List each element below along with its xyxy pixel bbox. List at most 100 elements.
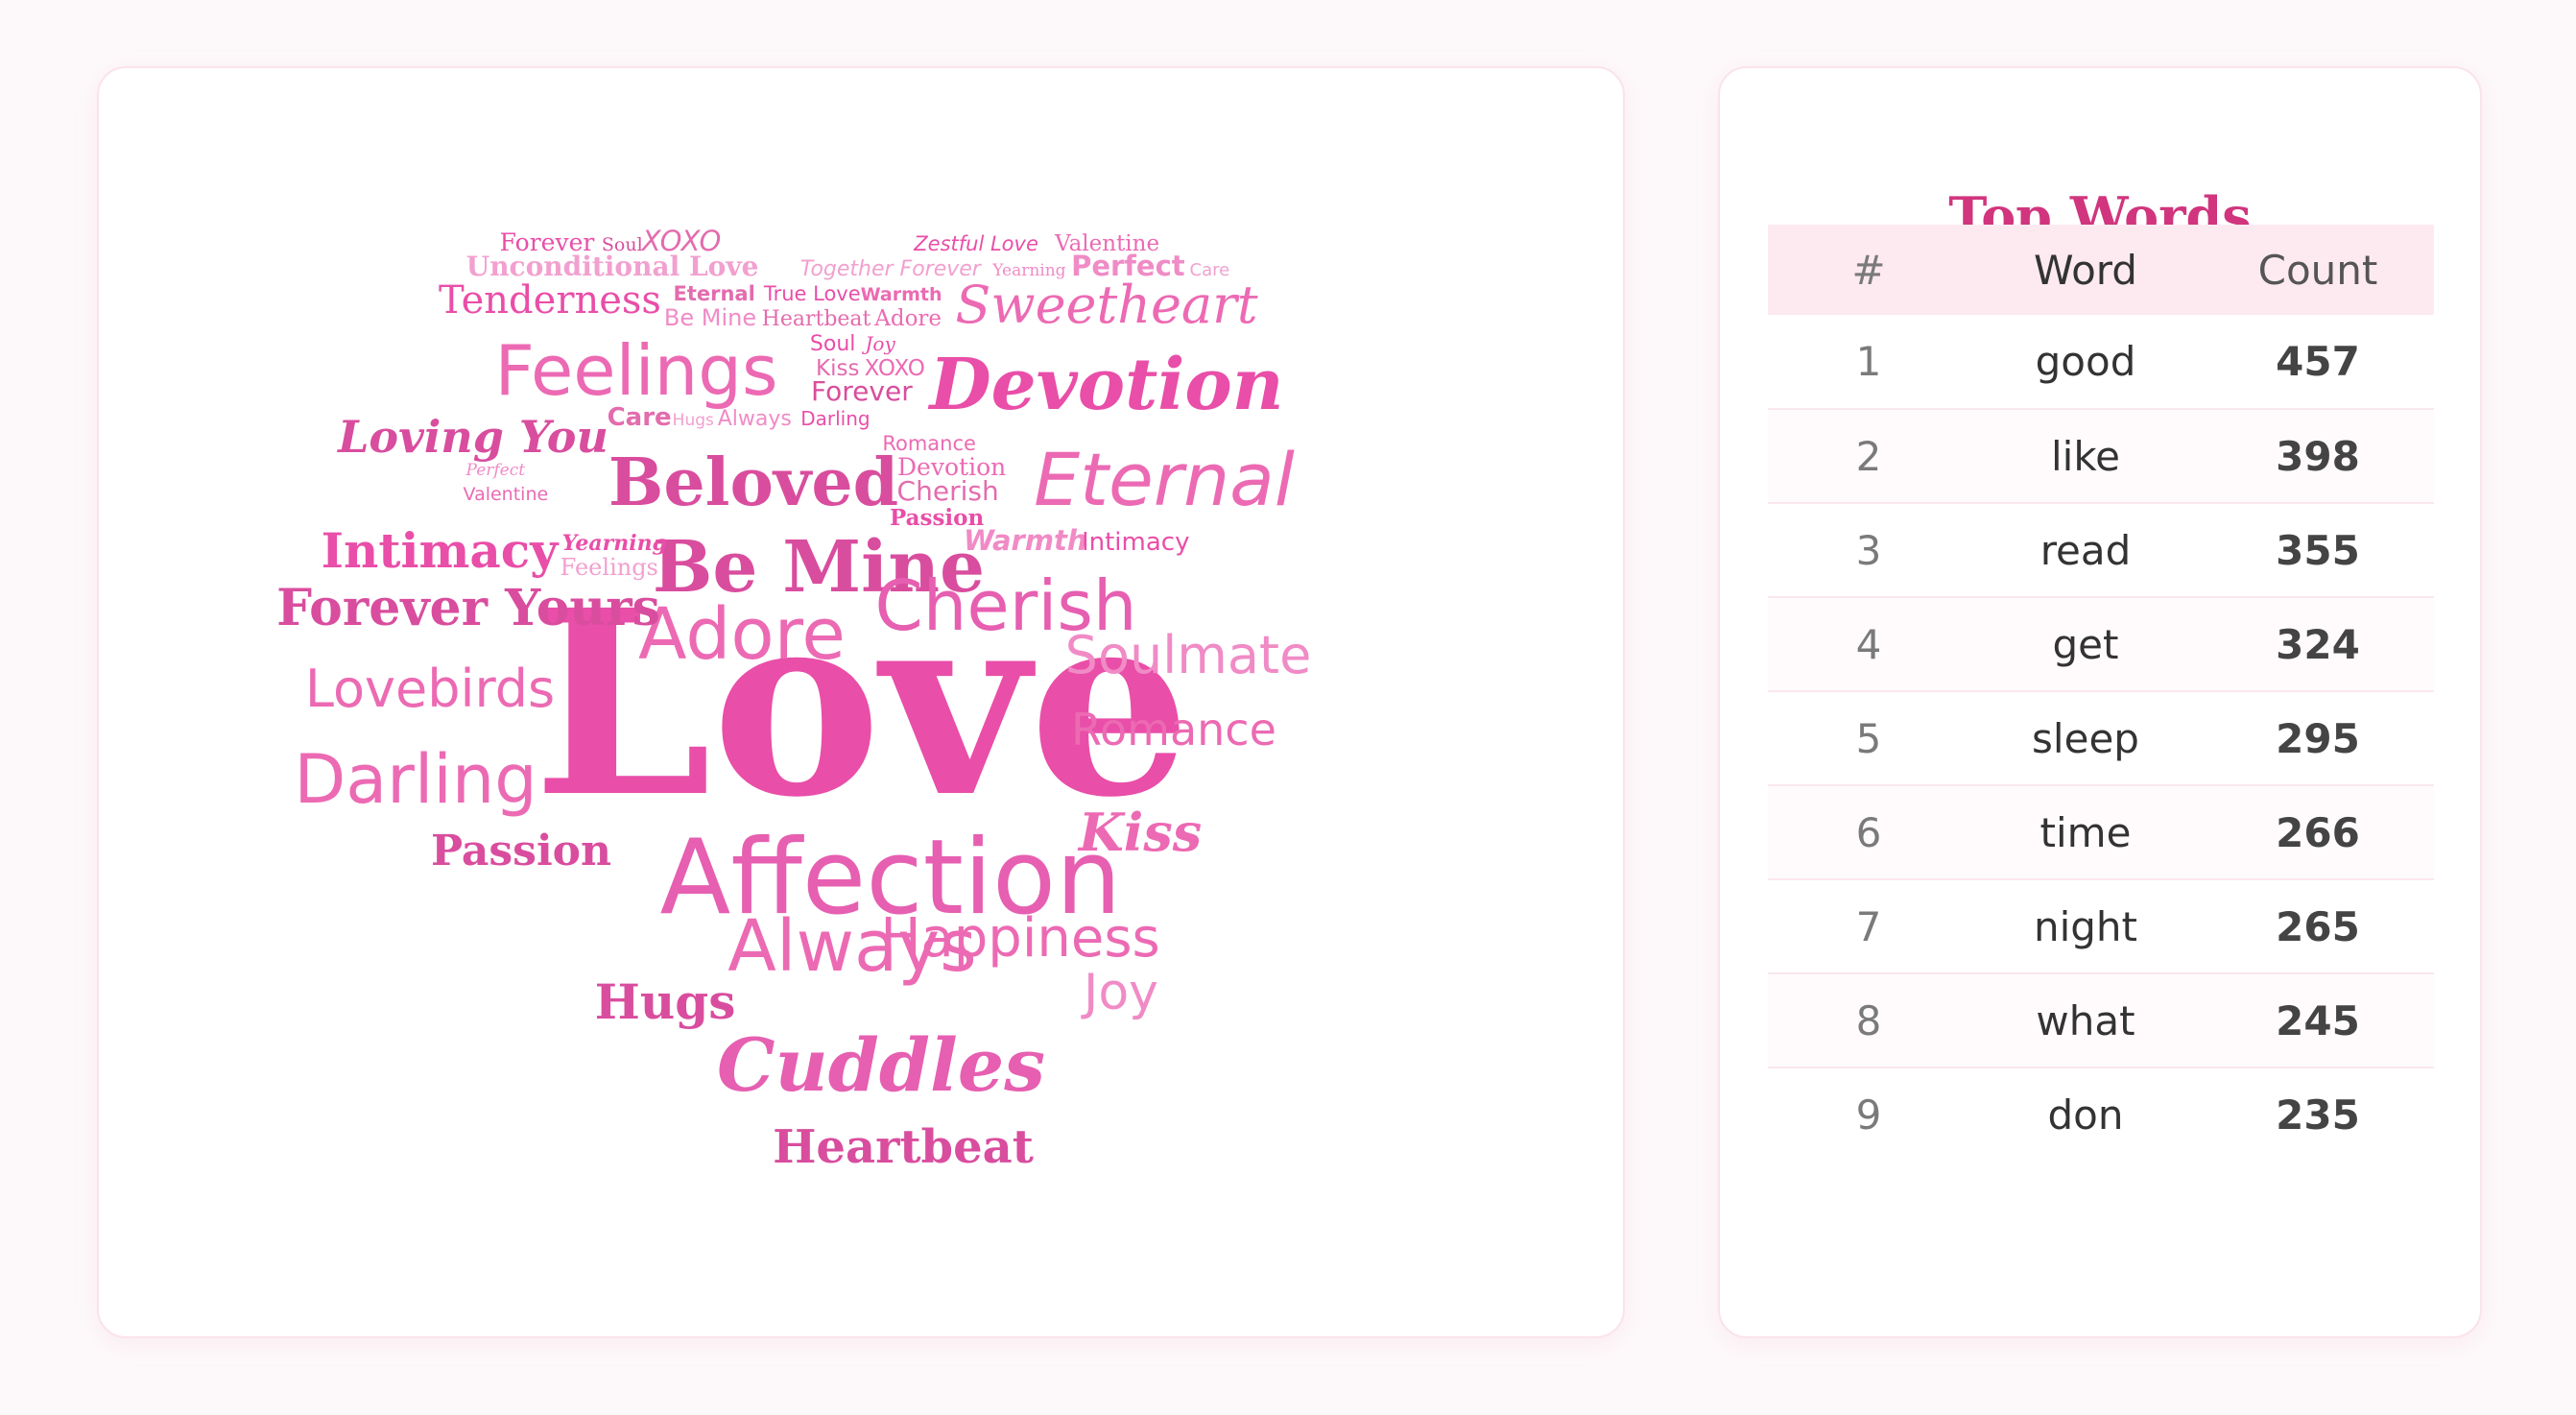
cloud-word: Kiss [816,356,859,381]
word-cell: get [2052,620,2119,668]
cloud-word: Perfect [1071,250,1185,282]
rank-cell: 5 [1855,714,1882,762]
table-header-row: # Word Count [1768,225,2434,315]
cloud-word: Valentine [1054,231,1159,256]
rank-cell: 9 [1855,1091,1882,1134]
word-cell: what [2036,996,2135,1044]
rank-cell: 6 [1855,808,1882,856]
rank-cell: 3 [1855,526,1882,574]
top-words-panel: Top Words # Word Count 1 good 457 2 like [1718,66,2482,1338]
cloud-word: Forever [811,375,913,407]
cloud-word: Hugs [595,973,736,1030]
cloud-word: Loving You [336,411,608,463]
cloud-word: Heartbeat [762,307,871,331]
top-words-table: # Word Count 1 good 457 2 like 398 3 [1768,225,2434,1133]
cloud-word: Forever [500,228,595,256]
top-words-table-scroll[interactable]: # Word Count 1 good 457 2 like 398 3 [1768,225,2434,1133]
cloud-word: Kiss [1077,802,1202,863]
cloud-word: Feelings [495,330,778,411]
rank-cell: 1 [1855,338,1882,385]
cloud-word: Valentine [464,484,549,505]
word-cell: night [2033,902,2138,950]
rank-cell: 4 [1855,620,1882,668]
count-cell: 324 [2276,620,2360,668]
cloud-word: XOXO [640,225,722,257]
word-column-header: Word [2034,246,2137,294]
cloud-word: Cherish [875,565,1137,646]
count-cell: 245 [2276,996,2360,1044]
cloud-word: Passion [890,505,985,531]
cloud-word: Be Mine [653,526,985,609]
word-cloud-card: Love Affection Be Mine Beloved Feelings Devot… [97,66,1625,1338]
cloud-word: Happiness [880,907,1159,970]
cloud-word: Perfect [465,461,526,480]
cloud-word: Adore [638,593,846,676]
word-cell: read [2039,526,2132,574]
cloud-word: Devotion [897,453,1006,481]
count-cell: 235 [2276,1091,2360,1134]
cloud-word: Intimacy [322,522,561,579]
cloud-word: Romance [1071,704,1276,755]
table-row: 7 night 265 [1768,879,2434,973]
cloud-word: Forever Yours [276,579,660,637]
table-row: 6 time 266 [1768,785,2434,879]
cloud-word: Tenderness [439,278,661,323]
cloud-word: Always [718,407,792,431]
table-row: 3 read 355 [1768,503,2434,597]
cloud-word: Zestful Love [913,232,1038,255]
cloud-word: Care [1190,260,1230,280]
cloud-word: Love [533,555,1191,853]
word-cell: time [2039,808,2132,856]
cloud-word: Joy [861,332,895,355]
cloud-word: Soul [602,234,643,255]
count-cell: 355 [2276,526,2360,574]
word-cell: good [2035,338,2136,385]
cloud-word: True Love [763,282,861,305]
cloud-word: Unconditional Love [466,251,759,282]
cloud-word: Soulmate [1065,625,1312,685]
count-column-header: Count [2257,246,2378,294]
cloud-word: Affection [660,818,1122,938]
cloud-word: Feelings [561,554,658,581]
cloud-word: Romance [882,432,976,455]
table-row: 1 good 457 [1768,315,2434,409]
rank-cell: 8 [1855,996,1882,1044]
cloud-word: Yearning [991,261,1065,280]
panel-title: Top Words [1948,185,2252,247]
rank-column-header: # [1851,246,1886,294]
cloud-word: Hugs [673,411,714,430]
table-row: 9 don 235 [1768,1067,2434,1134]
cloud-word: Soul [810,332,855,356]
word-cell: don [2047,1091,2124,1134]
cloud-word: Devotion [927,344,1283,426]
cloud-word: Warmth [964,524,1087,557]
cloud-word: Adore [873,306,942,331]
count-cell: 295 [2276,714,2360,762]
cloud-word: Cuddles [717,1022,1045,1108]
cloud-word: Darling [800,407,870,430]
word-cell: like [2050,432,2120,480]
cloud-word: Care [608,403,672,432]
table-row: 5 sleep 295 [1768,691,2434,785]
cloud-word: Together Forever [800,257,983,281]
word-cell: sleep [2032,714,2139,762]
cloud-word: Warmth [861,284,942,305]
rank-cell: 7 [1855,902,1882,950]
cloud-word: Cherish [897,475,999,507]
table-row: 8 what 245 [1768,973,2434,1067]
cloud-word: Intimacy [1082,528,1190,557]
cloud-word: Beloved [608,444,898,521]
cloud-word: Eternal [674,282,755,305]
table-row: 4 get 324 [1768,597,2434,691]
cloud-word: Heartbeat [773,1120,1034,1174]
cloud-word: Yearning [562,531,667,556]
count-cell: 457 [2276,338,2360,385]
rank-cell: 2 [1855,432,1882,480]
count-cell: 265 [2276,902,2360,950]
cloud-word: Lovebirds [305,659,555,719]
table-row: 2 like 398 [1768,409,2434,503]
cloud-word: Joy [1081,964,1158,1021]
cloud-word: Be Mine [664,304,756,331]
cloud-word: Eternal [1034,437,1295,522]
